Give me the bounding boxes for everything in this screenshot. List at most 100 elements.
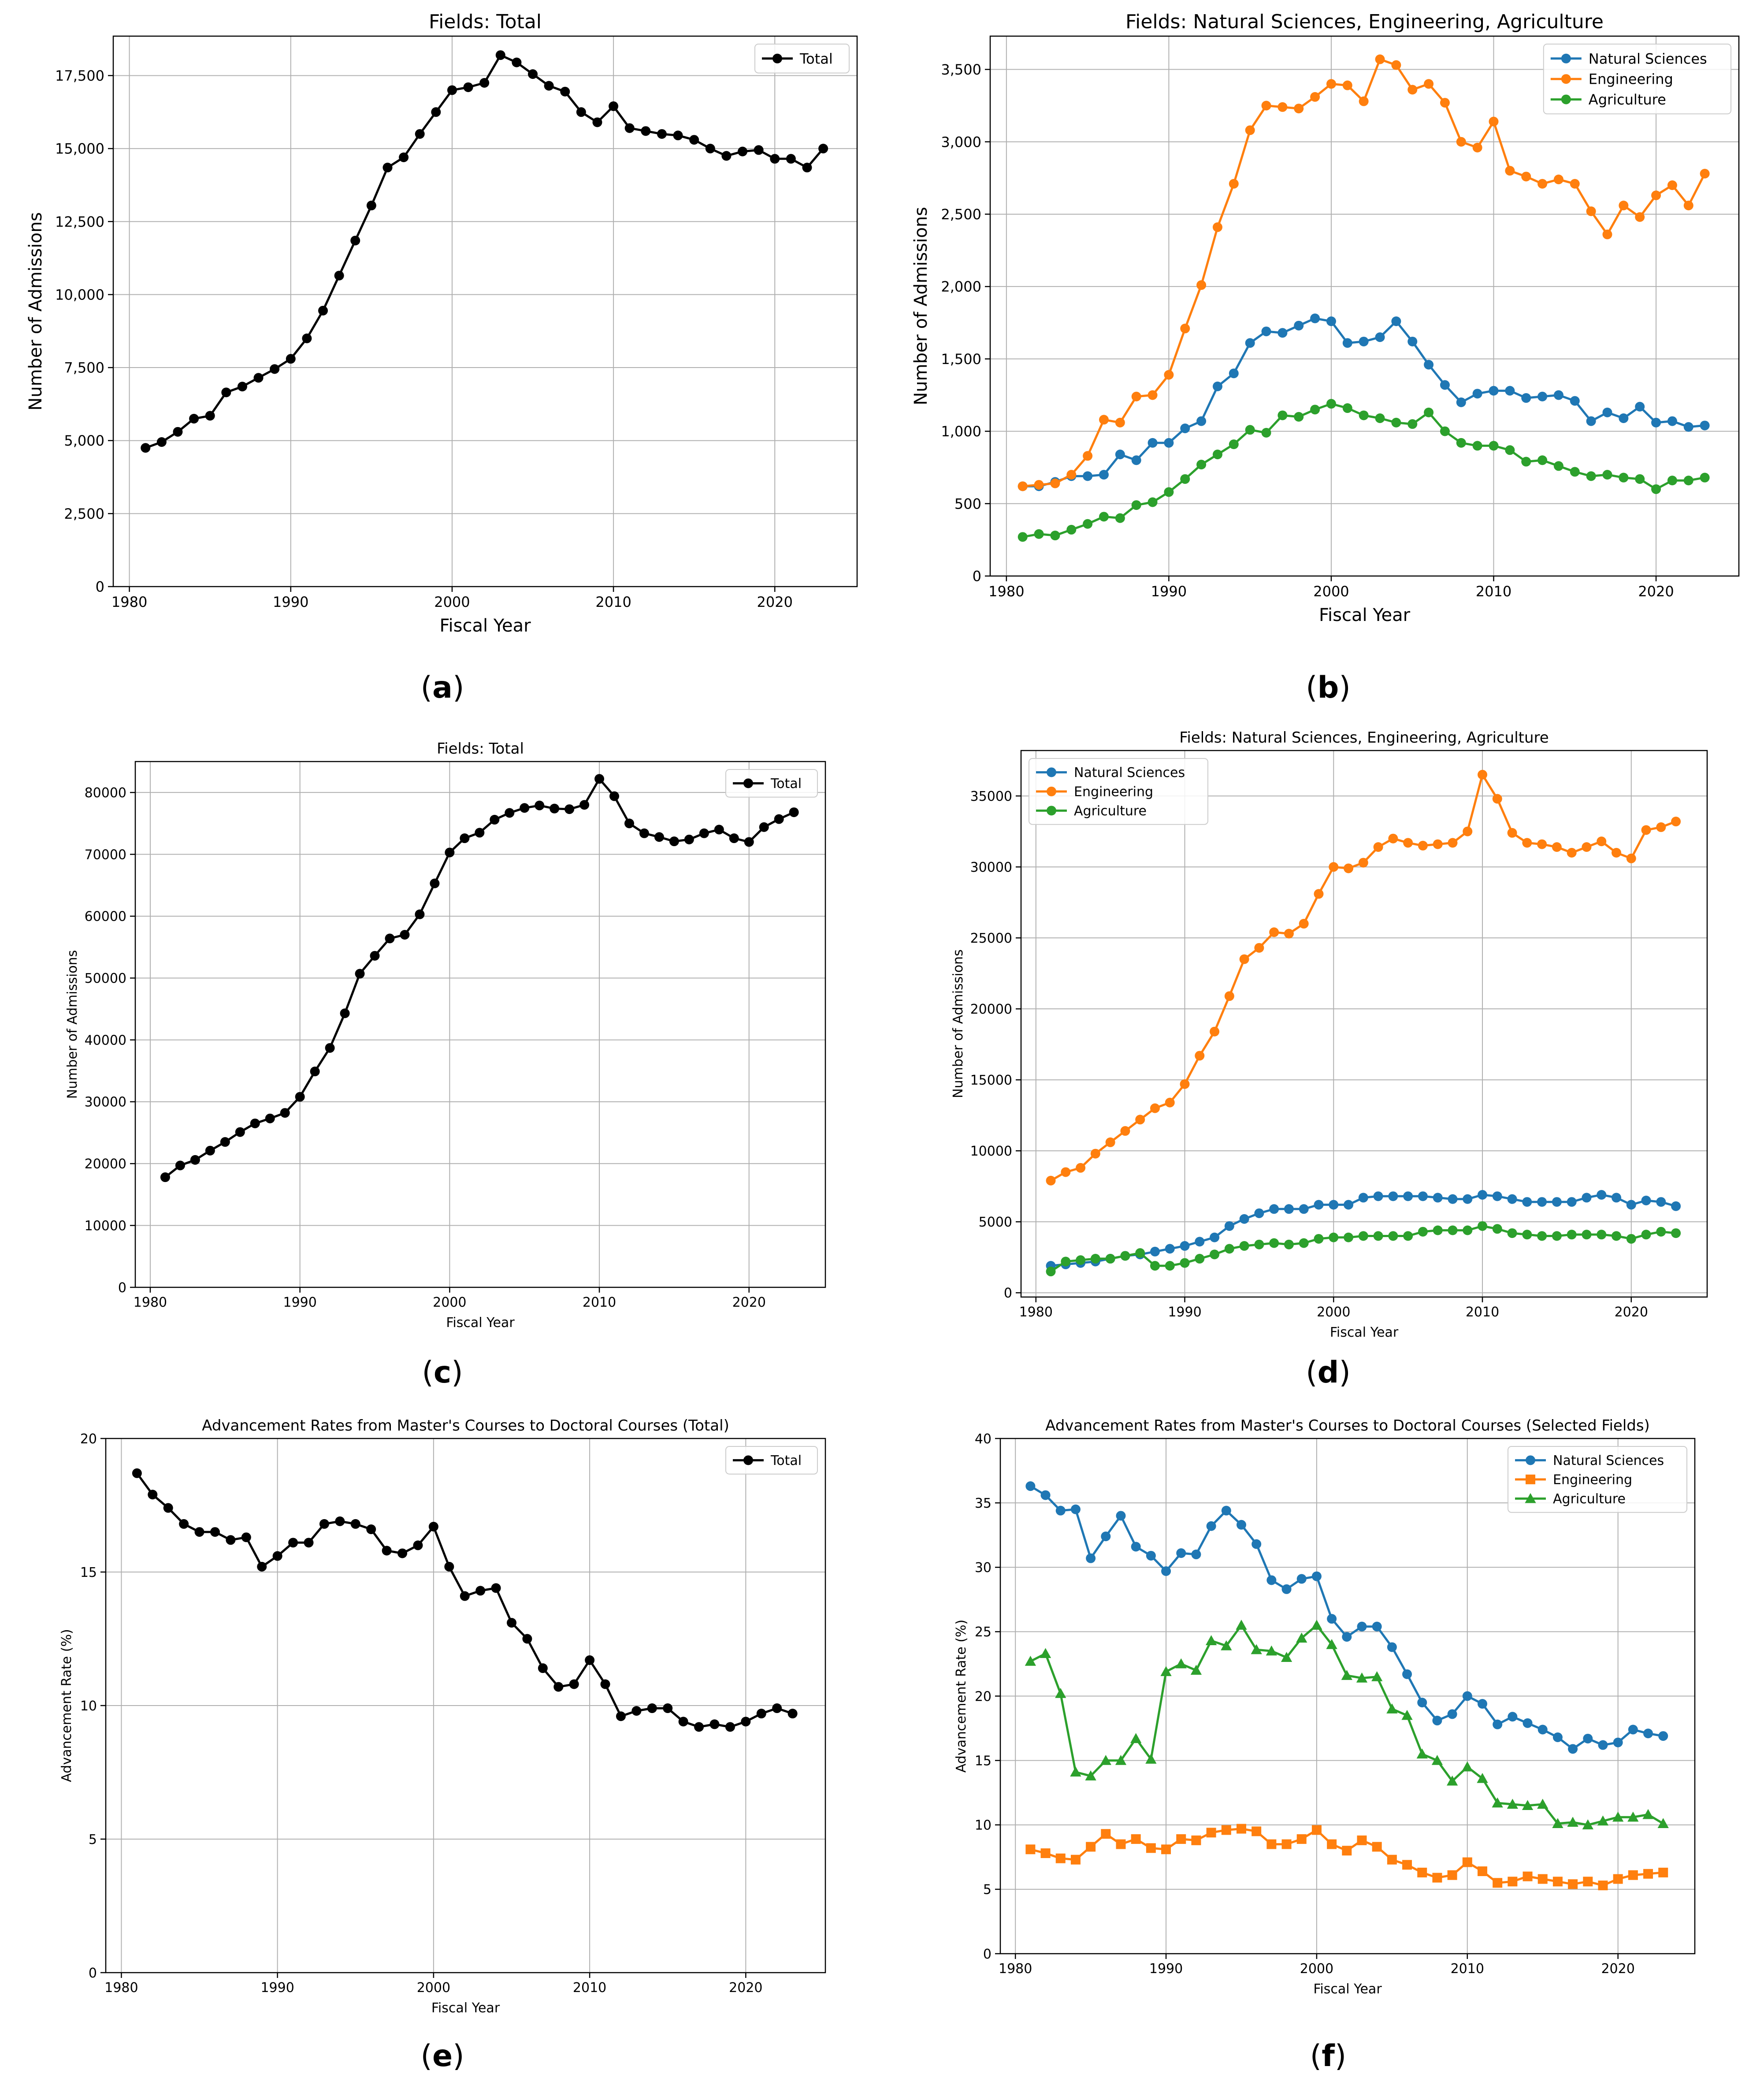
data-point <box>1537 178 1548 189</box>
data-point <box>226 1535 236 1545</box>
y-tick-label: 1,000 <box>941 423 981 440</box>
data-point <box>318 305 328 316</box>
data-point <box>787 1709 798 1719</box>
x-tick-label: 2000 <box>1317 1305 1350 1320</box>
data-point <box>594 774 605 784</box>
data-point <box>1611 1231 1621 1241</box>
data-point <box>175 1160 185 1171</box>
data-point <box>280 1108 290 1118</box>
x-axis-label: Fiscal Year <box>1319 605 1411 625</box>
data-point <box>1387 1642 1397 1652</box>
data-point <box>1245 125 1255 135</box>
data-point <box>1521 393 1531 403</box>
data-point <box>1326 399 1336 409</box>
data-point <box>350 1519 360 1529</box>
data-point <box>1505 386 1515 396</box>
data-point <box>431 107 441 117</box>
data-point <box>1314 1234 1324 1244</box>
data-point <box>1160 1666 1172 1676</box>
data-point <box>1120 1251 1130 1261</box>
data-point <box>132 1468 142 1478</box>
data-point <box>538 1663 548 1673</box>
data-point <box>415 909 425 919</box>
data-point <box>1570 467 1580 477</box>
y-tick-label: 30000 <box>970 860 1012 875</box>
legend-label: Agriculture <box>1589 91 1666 108</box>
data-point <box>1424 407 1434 417</box>
chart-title: Fields: Total <box>429 11 542 33</box>
data-point <box>1205 1635 1217 1645</box>
data-point <box>1040 1490 1051 1500</box>
data-point <box>616 1711 626 1721</box>
data-point <box>1537 1874 1548 1884</box>
data-point <box>1191 1835 1201 1845</box>
y-axis-label: Advancement Rate (%) <box>954 1620 969 1773</box>
data-point <box>1148 390 1158 400</box>
data-point <box>1505 445 1515 455</box>
data-point <box>1626 1200 1636 1210</box>
data-point <box>1489 441 1499 451</box>
data-point <box>1266 1645 1278 1656</box>
data-point <box>400 929 410 940</box>
x-tick-label: 2000 <box>1313 583 1349 600</box>
legend-box <box>1543 44 1732 115</box>
data-point <box>1656 1197 1666 1207</box>
data-point <box>1373 1191 1383 1201</box>
legend-label: Total <box>799 50 833 67</box>
data-point <box>1391 316 1401 326</box>
data-point <box>444 1561 454 1572</box>
data-point <box>725 1722 735 1732</box>
data-point <box>1597 1230 1607 1240</box>
data-point <box>1375 413 1385 424</box>
data-point <box>1150 1103 1160 1113</box>
data-point <box>1210 1249 1220 1260</box>
series-agriculture <box>1046 1221 1681 1277</box>
data-point <box>654 832 664 842</box>
data-point <box>1417 1698 1427 1708</box>
x-tick-label: 2010 <box>595 594 631 610</box>
chart-panel-a: 1980 1990 2000 2010 2020 0 2,500 5,000 7,500 10,0… <box>26 11 858 705</box>
data-point <box>355 969 365 979</box>
data-point <box>1310 313 1320 323</box>
data-point <box>1115 450 1125 460</box>
plot-frame <box>134 761 826 1288</box>
x-tick-label: 1980 <box>999 1961 1032 1977</box>
legend-marker <box>772 53 782 63</box>
data-point <box>1269 927 1279 937</box>
data-point <box>505 808 515 818</box>
legend-box <box>754 44 850 74</box>
panel-caption: (f) <box>1310 2039 1347 2074</box>
data-point <box>1083 471 1093 481</box>
data-point <box>475 828 485 838</box>
y-tick-label: 5,000 <box>64 432 104 449</box>
data-point <box>1329 862 1339 872</box>
data-point <box>265 1113 275 1123</box>
data-point <box>1206 1828 1216 1838</box>
series-line <box>1030 1485 1664 1750</box>
data-point <box>1221 1825 1231 1835</box>
legend-marker <box>1526 1474 1535 1484</box>
data-point <box>1628 1870 1638 1880</box>
data-point <box>1493 1719 1503 1729</box>
data-point <box>1252 1826 1262 1836</box>
data-point <box>1656 1227 1666 1237</box>
series-line <box>1030 1828 1664 1887</box>
data-point <box>1116 1511 1126 1521</box>
data-point <box>1657 1818 1669 1828</box>
data-point <box>1582 842 1592 852</box>
x-axis-label: Fiscal Year <box>1313 1981 1382 1997</box>
data-point <box>1164 487 1174 497</box>
x-tick-label: 1980 <box>104 1980 138 1996</box>
data-point <box>1085 1770 1096 1780</box>
x-tick-label: 2020 <box>1638 583 1674 600</box>
data-point <box>818 144 828 154</box>
data-point <box>1582 1193 1592 1203</box>
series-line <box>1022 58 1706 487</box>
chart-title: Fields: Natural Sciences, Engineering, A… <box>1125 11 1604 33</box>
x-tick-label: 2020 <box>732 1295 766 1310</box>
data-point <box>1326 79 1336 89</box>
data-point <box>1424 79 1434 89</box>
data-point <box>397 1548 408 1558</box>
x-tick-label: 2010 <box>1466 1305 1499 1320</box>
data-point <box>1070 1855 1081 1865</box>
